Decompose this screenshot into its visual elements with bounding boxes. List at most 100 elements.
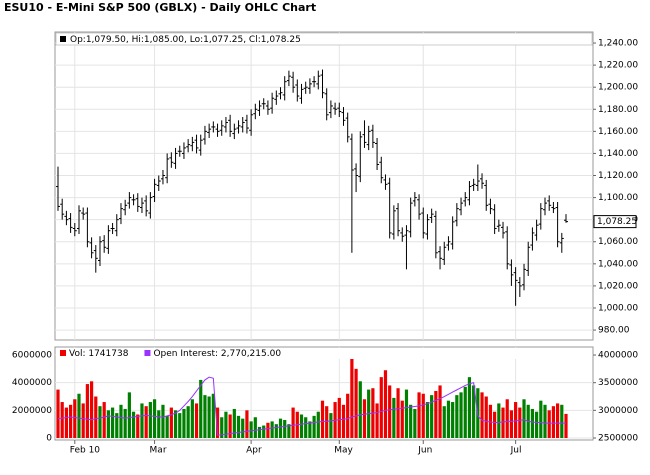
volume-bar <box>421 393 425 438</box>
volume-bar <box>110 407 115 438</box>
price-legend: Op:1,079.50, Hi:1,085.00, Lo:1,077.25, C… <box>70 35 301 45</box>
volume-bar <box>291 407 295 438</box>
y2-tick-label: 3500000 <box>598 378 638 388</box>
volume-bar <box>236 415 241 438</box>
volume-bar <box>140 403 144 438</box>
x-tick-label: Feb 10 <box>70 446 101 456</box>
volume-bar <box>157 410 161 438</box>
volume-bar <box>362 399 367 438</box>
volume-bar <box>308 421 312 438</box>
volume-bar <box>274 424 278 438</box>
legend-swatch <box>60 350 66 356</box>
y-tick-label: 1,220.00 <box>598 61 638 71</box>
volume-bar <box>379 377 383 438</box>
volume-bar <box>467 377 472 438</box>
volume-bar <box>404 389 409 438</box>
volume-bar <box>161 404 165 438</box>
legend-swatch <box>60 36 66 42</box>
volume-bar <box>165 415 169 438</box>
volume-bar <box>375 403 379 438</box>
volume-bar <box>253 417 257 438</box>
volume-bar <box>547 410 551 438</box>
volume-bar <box>530 408 535 438</box>
legend-swatch <box>144 350 151 356</box>
volume-bar <box>270 421 274 438</box>
x-tick-label: May <box>334 446 353 456</box>
y-tick-label: 1,020.00 <box>598 281 638 291</box>
y2-tick-label: 2500000 <box>598 434 638 444</box>
volume-bar <box>98 406 102 438</box>
y-tick-label: 4000000 <box>12 378 52 388</box>
chart-title: ESU10 - E-Mini S&P 500 (GBLX) - Daily OH… <box>4 1 316 14</box>
volume-bar <box>316 411 320 438</box>
price-panel <box>54 31 594 341</box>
y-tick-label: 1,000.00 <box>598 303 638 313</box>
volume-bar <box>173 410 178 438</box>
volume-bar <box>169 407 173 438</box>
x-tick-label: Mar <box>150 446 167 456</box>
volume-bar <box>459 392 463 438</box>
volume-bar <box>383 370 388 438</box>
volume-bar <box>60 402 64 438</box>
volume-bar <box>64 407 68 438</box>
volume-bar <box>77 393 81 438</box>
y-tick-label: 1,180.00 <box>598 105 638 115</box>
volume-legend-box <box>56 348 592 359</box>
volume-bar <box>417 392 421 438</box>
y-tick-label: 1,240.00 <box>598 39 638 49</box>
y-tick-label: 2000000 <box>12 406 52 416</box>
volume-bar <box>396 388 400 438</box>
volume-bar <box>89 381 94 438</box>
volume-bar <box>551 406 556 438</box>
volume-bar <box>425 402 430 438</box>
volume-bar <box>115 413 119 438</box>
volume-bar <box>203 395 207 438</box>
volume-bar <box>127 392 131 438</box>
volume-bar <box>484 396 488 438</box>
volume-bar <box>119 404 123 438</box>
volume-bar <box>199 379 203 438</box>
volume-bar <box>68 404 73 438</box>
volume-bar <box>518 407 522 438</box>
volume-bar <box>442 406 446 438</box>
volume-bar <box>505 399 509 438</box>
volume-bar <box>304 417 308 438</box>
volume-bar <box>463 386 467 438</box>
volume-bar <box>106 410 110 438</box>
volume-bar <box>346 393 350 438</box>
volume-bar <box>148 402 152 438</box>
y-tick-label: 1,040.00 <box>598 259 638 269</box>
y-tick-label: 1,120.00 <box>598 171 638 181</box>
y-tick-label: 6000000 <box>12 351 52 361</box>
volume-bar <box>94 396 98 438</box>
volume-bar <box>560 404 564 438</box>
y-tick-label: 1,140.00 <box>598 149 638 159</box>
volume-bar <box>400 400 404 438</box>
volume-bar <box>245 410 249 438</box>
volume-bar <box>278 418 283 438</box>
y-tick-label: 980.00 <box>598 326 630 336</box>
volume-bar <box>257 426 262 438</box>
volume-bar <box>388 385 392 438</box>
volume-bar <box>472 385 476 438</box>
last-price-label: 1,078.25 <box>597 217 637 227</box>
last-price-box <box>593 215 637 229</box>
volume-bar <box>522 399 526 438</box>
volume-bar <box>341 404 346 438</box>
volume-bar <box>480 392 484 438</box>
volume-bar <box>144 406 148 438</box>
volume-bar <box>56 389 60 438</box>
volume-bar <box>434 390 438 438</box>
volume-bar <box>283 420 287 438</box>
volume-bar <box>543 404 547 438</box>
price-legend-box <box>55 32 593 46</box>
volume-bar <box>509 410 514 438</box>
volume-bar <box>241 418 245 438</box>
volume-bar <box>220 417 224 438</box>
volume-bar <box>299 414 304 438</box>
marks <box>56 69 568 438</box>
volume-bar <box>413 408 417 438</box>
x-tick-label: Apr <box>246 446 262 456</box>
volume-bar <box>497 403 501 438</box>
y2-tick-label: 4000000 <box>598 351 638 361</box>
